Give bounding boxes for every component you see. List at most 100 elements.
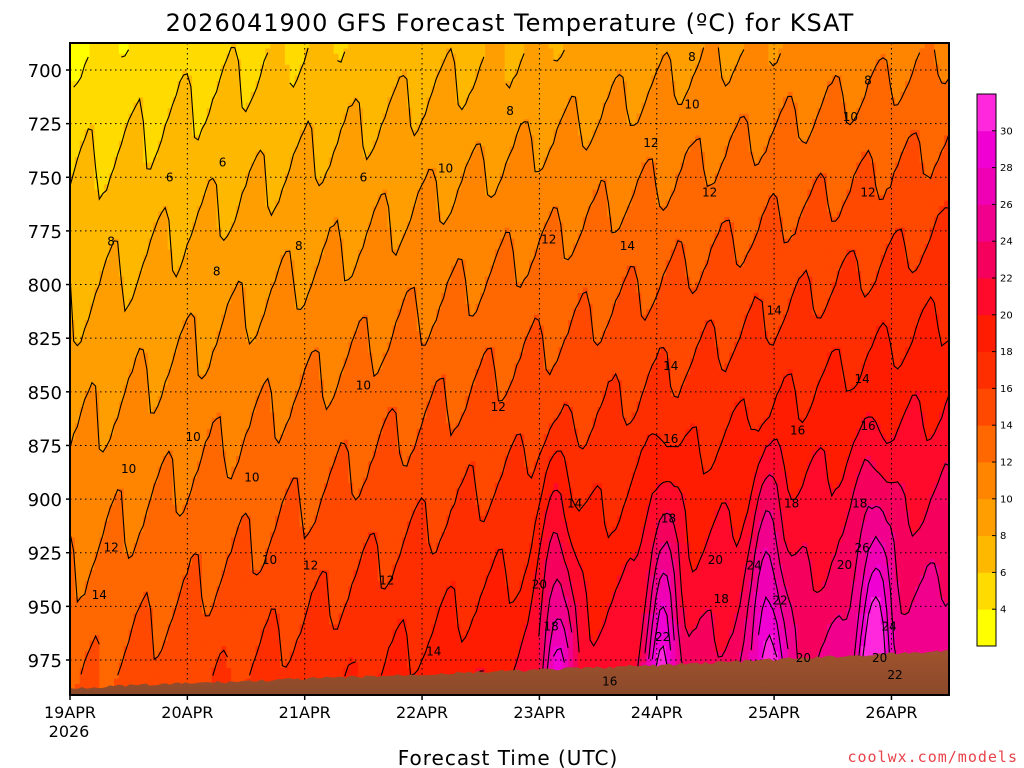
temperature-cell: [128, 341, 135, 348]
temperature-cell: [89, 227, 96, 234]
temperature-cell: [177, 271, 183, 278]
temperature-cell: [260, 309, 266, 316]
temperature-cell: [94, 532, 100, 539]
temperature-cell: [89, 369, 96, 376]
temperature-cell: [231, 173, 237, 180]
temperature-cell: [211, 124, 218, 131]
temperature-cell: [148, 102, 154, 109]
temperature-cell: [240, 102, 247, 109]
temperature-cell: [226, 86, 232, 93]
temperature-cell: [192, 521, 198, 528]
temperature-cell: [109, 320, 115, 327]
temperature-cell: [104, 292, 110, 299]
temperature-cell: [128, 222, 135, 229]
temperature-cell: [157, 602, 164, 609]
temperature-cell: [265, 493, 271, 500]
temperature-cell: [104, 216, 110, 223]
temperature-cell: [240, 390, 247, 397]
temperature-cell: [177, 178, 183, 185]
temperature-cell: [79, 423, 86, 430]
temperature-cell: [113, 222, 120, 229]
temperature-cell: [138, 667, 144, 674]
temperature-cell: [84, 483, 91, 490]
temperature-cell: [265, 292, 271, 299]
temperature-cell: [167, 640, 174, 647]
temperature-cell: [157, 428, 164, 435]
temperature-cell: [99, 238, 105, 245]
temperature-cell: [74, 352, 81, 359]
temperature-cell: [201, 178, 208, 185]
temperature-cell: [109, 358, 115, 365]
temperature-cell: [89, 358, 96, 365]
temperature-cell: [94, 434, 100, 441]
temperature-cell: [226, 162, 232, 169]
temperature-cell: [109, 646, 115, 653]
temperature-cell: [70, 238, 76, 245]
temperature-cell: [89, 53, 96, 60]
temperature-cell: [245, 537, 252, 544]
temperature-cell: [167, 423, 174, 430]
temperature-cell: [187, 320, 193, 327]
temperature-cell: [201, 314, 208, 321]
temperature-cell: [94, 515, 100, 522]
temperature-cell: [270, 140, 276, 147]
temperature-cell: [70, 646, 76, 653]
temperature-cell: [118, 216, 125, 223]
temperature-cell: [177, 64, 183, 71]
temperature-cell: [99, 618, 105, 625]
temperature-cell: [162, 662, 169, 669]
temperature-cell: [226, 504, 232, 511]
temperature-cell: [177, 314, 183, 321]
temperature-cell: [182, 553, 188, 560]
temperature-cell: [99, 510, 105, 517]
temperature-cell: [70, 673, 76, 680]
temperature-cell: [143, 651, 149, 658]
temperature-cell: [123, 390, 130, 397]
temperature-cell: [123, 379, 130, 386]
temperature-cell: [260, 320, 266, 327]
temperature-cell: [206, 618, 213, 625]
temperature-cell: [250, 466, 257, 473]
temperature-cell: [113, 102, 120, 109]
temperature-cell: [104, 553, 110, 560]
temperature-cell: [236, 450, 242, 457]
temperature-cell: [201, 86, 208, 93]
temperature-cell: [138, 407, 144, 414]
temperature-cell: [113, 314, 120, 321]
temperature-cell: [153, 135, 159, 142]
temperature-cell: [206, 347, 213, 354]
temperature-cell: [148, 276, 154, 283]
temperature-cell: [250, 140, 257, 147]
temperature-cell: [153, 379, 159, 386]
temperature-cell: [133, 575, 139, 582]
temperature-cell: [157, 282, 164, 289]
temperature-cell: [250, 70, 257, 77]
temperature-cell: [99, 591, 105, 598]
temperature-cell: [74, 216, 81, 223]
temperature-cell: [240, 140, 247, 147]
temperature-cell: [118, 81, 125, 88]
temperature-cell: [109, 238, 115, 245]
temperature-cell: [123, 276, 130, 283]
temperature-cell: [265, 646, 271, 653]
temperature-cell: [255, 146, 262, 153]
temperature-cell: [104, 640, 110, 647]
temperature-cell: [187, 396, 193, 403]
temperature-cell: [118, 173, 125, 180]
temperature-cell: [255, 445, 262, 452]
temperature-cell: [123, 499, 130, 506]
temperature-cell: [182, 254, 188, 261]
temperature-cell: [128, 271, 135, 278]
temperature-cell: [104, 157, 110, 164]
temperature-cell: [187, 347, 193, 354]
temperature-cell: [260, 70, 266, 77]
temperature-cell: [216, 493, 222, 500]
temperature-cell: [143, 434, 149, 441]
temperature-cell: [162, 428, 169, 435]
temperature-cell: [89, 434, 96, 441]
temperature-cell: [211, 113, 218, 120]
temperature-cell: [260, 548, 266, 555]
temperature-cell: [187, 656, 193, 663]
temperature-cell: [167, 510, 174, 517]
temperature-cell: [94, 439, 100, 446]
